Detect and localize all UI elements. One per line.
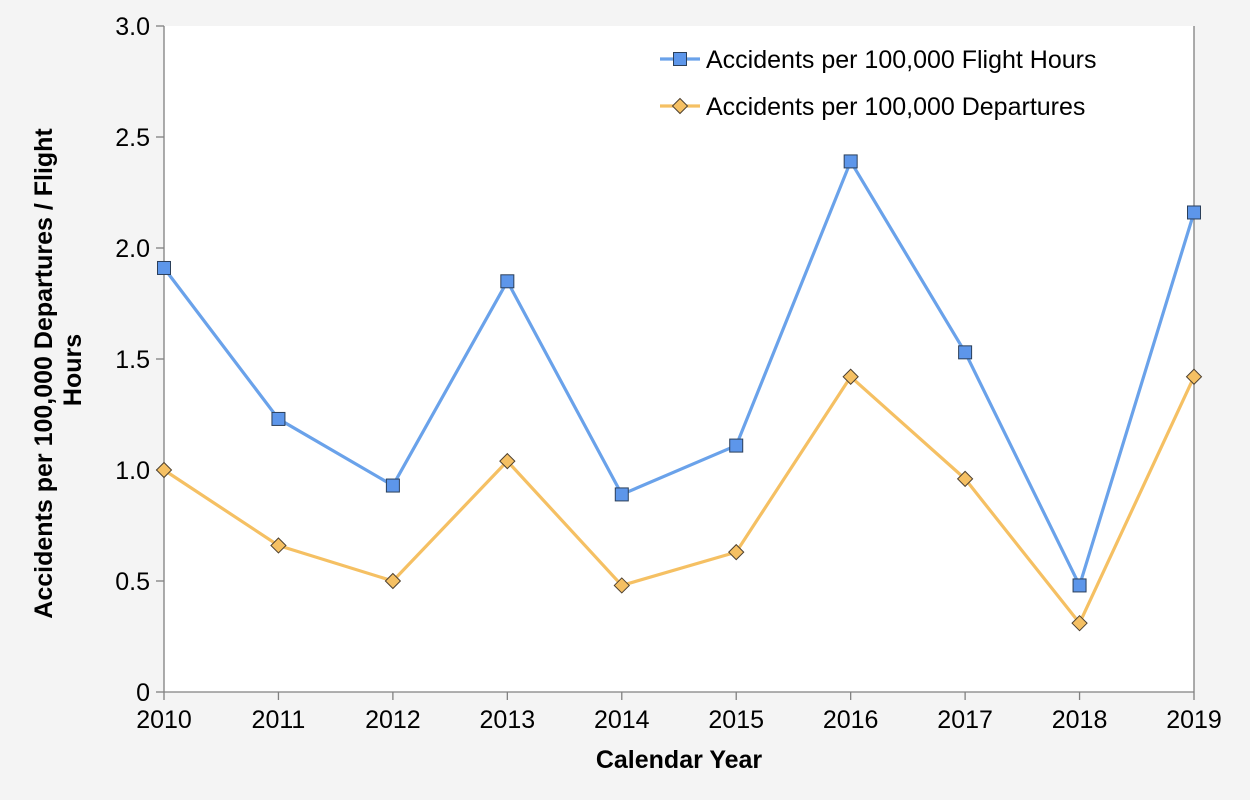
data-point [270, 537, 287, 554]
x-tick-label: 2017 [937, 706, 993, 734]
data-point [384, 572, 402, 590]
series-line [162, 159, 1196, 588]
data-point [614, 487, 629, 502]
axes: 0 0.5 1.0 1.5 2.0 2.5 3.0 2010 2011 2012 2013 2014 2… [115, 13, 1222, 734]
data-point [385, 478, 400, 493]
data-point [956, 470, 974, 488]
y-tick-label: 0 [136, 679, 150, 707]
data-point [271, 411, 286, 426]
y-tick-label: 1.0 [115, 457, 150, 485]
data-point [500, 274, 515, 289]
legend-item: Accidents per 100,000 Flight Hours [660, 46, 1097, 74]
plot-area [164, 26, 1194, 692]
legend-item: Accidents per 100,000 Departures [660, 93, 1085, 121]
y-axis-title-line-1: Accidents per 100,000 Departures / Fligh… [30, 128, 58, 619]
data-point [728, 543, 745, 561]
y-tick-label: 3.0 [115, 13, 150, 41]
data-point [157, 260, 171, 275]
x-tick-label: 2011 [252, 706, 306, 734]
x-tick-label: 2016 [823, 706, 879, 734]
legend-label: Accidents per 100,000 Departures [706, 93, 1085, 121]
data-point [613, 577, 630, 594]
data-point [155, 461, 173, 479]
data-point [1072, 578, 1087, 593]
x-tick-label: 2019 [1166, 706, 1222, 734]
y-axis-title-line-2: Hours [59, 334, 87, 406]
legend-marker [673, 52, 687, 66]
series-line [163, 375, 1196, 625]
x-tick-label: 2018 [1052, 706, 1108, 734]
y-axis-title: Accidents per 100,000 Departures / Fligh… [30, 121, 87, 618]
legend: Accidents per 100,000 Flight Hours Accide… [660, 46, 1097, 121]
series-layer [155, 154, 1203, 632]
x-tick-label: 2012 [365, 706, 421, 734]
y-tick-label: 2.0 [115, 235, 150, 263]
data-point [1071, 614, 1088, 632]
x-tick-label: 2013 [480, 706, 536, 734]
data-point [1185, 368, 1203, 385]
data-point [842, 368, 859, 385]
legend-label: Accidents per 100,000 Flight Hours [706, 46, 1097, 74]
x-tick-label: 2010 [136, 706, 192, 734]
x-axis-title: Calendar Year [596, 746, 763, 774]
series-0 [157, 154, 1201, 593]
x-tick-label: 2014 [594, 706, 650, 734]
y-tick-label: 1.5 [115, 346, 150, 374]
x-tick-label: 2015 [708, 706, 764, 734]
data-point [843, 154, 858, 169]
data-point [1187, 205, 1201, 220]
y-tick-label: 0.5 [115, 568, 150, 596]
y-tick-label: 2.5 [115, 124, 150, 152]
legend-marker [671, 97, 689, 115]
series-1 [155, 368, 1203, 632]
data-point [729, 438, 744, 453]
data-point [958, 345, 973, 360]
data-point [499, 452, 516, 470]
